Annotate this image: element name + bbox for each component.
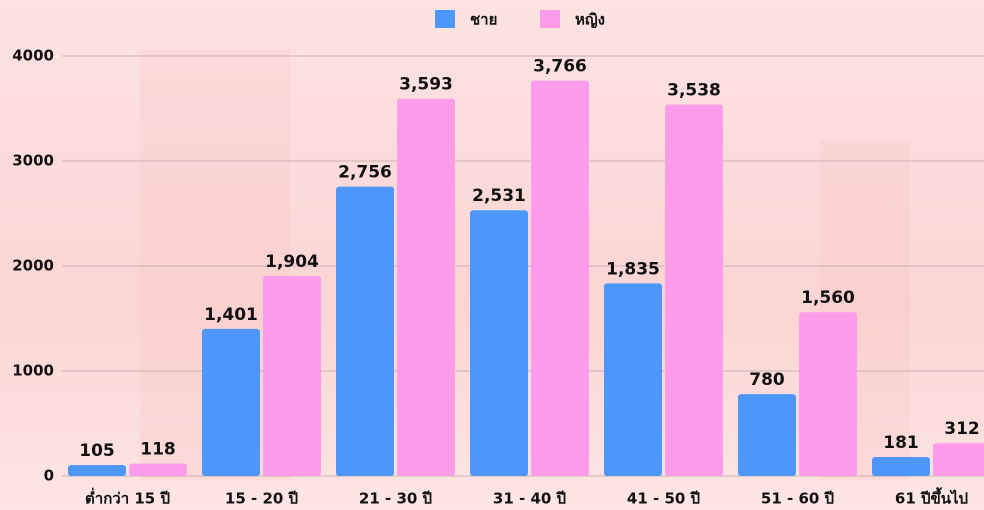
bar [202,329,260,476]
value-label: 1,401 [204,305,258,325]
value-label: 1,904 [265,252,319,272]
x-tick-label: 21 - 30 ปี [359,490,432,508]
legend-swatch [540,10,560,28]
y-tick-label: 2000 [12,257,54,275]
value-label: 1,560 [801,288,855,308]
bar [799,312,857,476]
x-tick-label: ต่ำกว่า 15 ปี [85,488,170,508]
value-label: 3,593 [399,75,453,95]
value-label: 181 [883,433,919,453]
x-tick-label: 61 ปีขึ้นไป [895,487,968,508]
bar [470,210,528,476]
bar [531,81,589,476]
chart: 0 1000 2000 3000 4000 105 118 ต่ำกว่า 15 ปี 1,40… [0,0,984,510]
value-label: 312 [944,419,980,439]
value-label: 3,538 [667,81,721,101]
x-tick-label: 51 - 60 ปี [761,490,834,508]
legend-swatch [435,10,455,28]
value-label: 2,531 [472,186,526,206]
y-tick-label: 0 [44,467,54,485]
legend-label: ชาย [470,11,497,29]
bar [872,457,930,476]
legend-label: หญิง [575,11,605,29]
bar [604,283,662,476]
value-label: 3,766 [533,57,587,77]
bar [397,99,455,476]
y-tick-label: 1000 [12,362,54,380]
bar [665,105,723,476]
y-tick-label: 4000 [12,47,54,65]
bar [933,443,984,476]
value-label: 105 [79,441,115,461]
bar [738,394,796,476]
y-tick-label: 3000 [12,152,54,170]
x-tick-label: 41 - 50 ปี [627,490,700,508]
value-label: 2,756 [338,163,392,183]
x-tick-label: 31 - 40 ปี [493,490,566,508]
x-tick-label: 15 - 20 ปี [225,490,298,508]
value-label: 118 [140,440,176,460]
bar [68,465,126,476]
value-label: 780 [749,370,785,390]
bar [336,187,394,476]
bar [263,276,321,476]
bar [129,464,187,476]
value-label: 1,835 [606,259,660,279]
